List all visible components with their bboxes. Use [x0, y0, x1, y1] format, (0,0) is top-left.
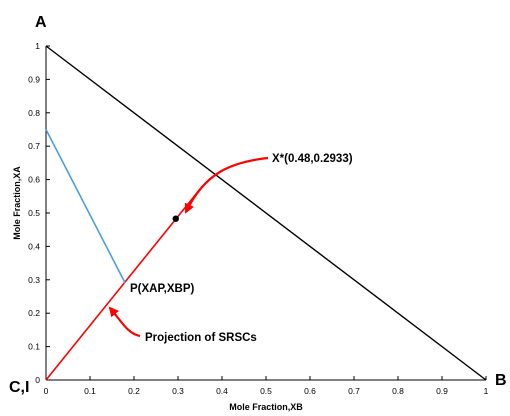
series-line-0	[45, 45, 487, 381]
series-layer	[45, 45, 487, 381]
x-tick-label: 0.2	[128, 386, 140, 396]
projection-annotation: Projection of SRSCs	[145, 332, 257, 344]
corner-label-a: A	[35, 14, 47, 31]
x-tick-label: 0.9	[436, 386, 448, 396]
x-tick-label: 0.7	[348, 386, 360, 396]
y-tick-label: 0.4	[28, 241, 40, 251]
x-star-annotation: X*(0.48,0.2933)	[272, 153, 353, 165]
y-tick-label: 0.3	[28, 275, 40, 285]
projection-arrow	[108, 306, 141, 338]
x-tick-label: 0	[44, 386, 49, 396]
y-tick-label: 0	[35, 375, 40, 385]
y-tick-label: 0.6	[28, 175, 40, 185]
y-ticks: 0 0.1 0.2 0.3 0.4 0.5 0.6 0.7 0.8 0.9 1	[28, 41, 50, 385]
x-ticks: 0 0.1 0.2 0.3 0.4 0.5 0.6 0.7 0.8 0.9 1	[44, 376, 489, 396]
annotation-arrows	[108, 156, 269, 338]
y-tick-label: 1	[35, 41, 40, 51]
y-tick-label: 0.2	[28, 308, 40, 318]
x-axis-title: Mole Fraction,XB	[229, 402, 303, 412]
y-tick-label: 0.1	[28, 342, 40, 352]
p-point-annotation: P(XAP,XBP)	[130, 283, 195, 295]
corner-label-b: B	[495, 372, 507, 389]
series-line-2	[45, 129, 126, 284]
x-tick-label: 1	[484, 386, 489, 396]
x-star-arrow	[184, 156, 269, 214]
y-axis-title: Mole Fraction,XA	[12, 166, 22, 240]
y-tick-label: 0.9	[28, 74, 40, 84]
y-tick-label: 0.8	[28, 108, 40, 118]
x-tick-label: 0.6	[304, 386, 316, 396]
corner-label-ci: C,I	[9, 379, 29, 396]
x-tick-label: 0.1	[84, 386, 96, 396]
x-tick-label: 0.5	[260, 386, 272, 396]
y-tick-label: 0.7	[28, 141, 40, 151]
x-tick-label: 0.4	[216, 386, 228, 396]
x-star-point	[172, 215, 179, 222]
y-tick-label: 0.5	[28, 208, 40, 218]
x-tick-label: 0.3	[172, 386, 184, 396]
x-tick-label: 0.8	[392, 386, 404, 396]
